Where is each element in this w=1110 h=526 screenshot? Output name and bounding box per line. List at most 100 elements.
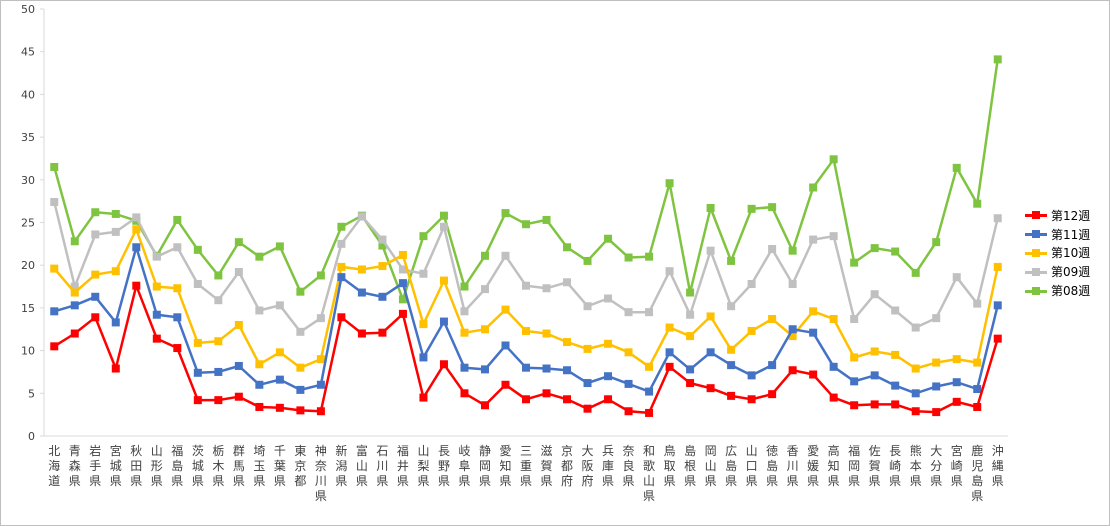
- data-point: [337, 313, 346, 322]
- data-point: [706, 312, 715, 321]
- data-point: [193, 338, 202, 347]
- x-category-label: 宮崎県: [951, 443, 963, 488]
- data-point: [870, 244, 879, 253]
- legend-label: 第11週: [1051, 227, 1091, 242]
- data-point: [993, 55, 1002, 64]
- data-point: [480, 251, 489, 260]
- x-category-label: 山梨県: [417, 444, 429, 488]
- x-category-label: 東京都: [294, 444, 306, 488]
- data-point: [173, 344, 182, 353]
- x-category-label: 栃木県: [212, 444, 224, 488]
- data-point: [91, 270, 100, 279]
- data-point: [152, 252, 161, 261]
- x-category-label: 大阪府: [582, 444, 594, 488]
- data-point: [542, 364, 551, 373]
- x-category-label: 兵庫県: [602, 444, 614, 488]
- y-tick-label: 20: [21, 259, 35, 272]
- data-point: [665, 267, 674, 276]
- data-point: [973, 299, 982, 308]
- data-point: [378, 328, 387, 337]
- data-point: [522, 326, 530, 335]
- chart-series: [50, 55, 1002, 417]
- data-point: [439, 360, 448, 369]
- x-category-label: 神奈川県: [315, 444, 327, 503]
- data-point: [850, 377, 859, 386]
- data-point: [234, 361, 243, 370]
- data-point: [337, 222, 346, 231]
- data-point: [296, 385, 305, 394]
- data-point: [275, 375, 284, 384]
- data-point: [563, 395, 572, 404]
- data-point: [480, 365, 489, 374]
- x-category-label: 新潟県: [335, 443, 347, 488]
- data-point: [952, 355, 961, 364]
- data-point: [686, 332, 695, 341]
- data-point: [542, 329, 551, 338]
- data-point: [173, 243, 182, 252]
- data-point: [952, 163, 961, 172]
- data-point: [480, 401, 489, 410]
- series-第10週: [50, 225, 1002, 373]
- data-point: [932, 382, 941, 391]
- legend-label: 第10週: [1051, 246, 1091, 261]
- x-category-label: 和歌山県: [643, 444, 655, 503]
- data-point: [439, 317, 448, 326]
- x-category-label: 島根県: [684, 443, 696, 488]
- data-point: [870, 400, 879, 409]
- data-point: [419, 353, 428, 362]
- x-category-label: 茨城県: [192, 444, 204, 488]
- x-category-label: 岐阜県: [458, 444, 470, 488]
- x-category-label: 福島県: [171, 443, 183, 488]
- data-point: [583, 256, 592, 265]
- data-point: [296, 327, 305, 336]
- data-point: [70, 282, 79, 291]
- data-point: [214, 396, 223, 405]
- data-point: [645, 387, 654, 396]
- data-point: [152, 334, 161, 343]
- data-point: [563, 338, 572, 347]
- x-category-label: 長野県: [438, 444, 450, 488]
- data-point: [91, 292, 100, 301]
- data-point: [952, 378, 961, 387]
- legend-item: 第09週: [1025, 262, 1090, 281]
- data-point: [378, 262, 387, 271]
- x-category-label: 熊本県: [910, 443, 922, 488]
- data-point: [624, 253, 633, 262]
- x-category-label: 埼玉県: [253, 444, 265, 488]
- data-point: [891, 381, 900, 390]
- x-category-label: 三重県: [520, 444, 532, 488]
- y-tick-label: 5: [28, 387, 35, 400]
- chart-legend: 第12週 第11週 第10週 第09週 第08週: [1025, 206, 1090, 300]
- data-point: [91, 313, 100, 322]
- series-第08週: [50, 55, 1002, 304]
- data-point: [727, 345, 736, 354]
- data-point: [768, 203, 777, 212]
- legend-label: 第09週: [1051, 265, 1091, 280]
- x-category-label: 愛知県: [499, 444, 511, 488]
- data-point: [522, 281, 530, 290]
- data-point: [932, 408, 941, 417]
- data-point: [747, 326, 756, 335]
- data-point: [727, 361, 736, 370]
- data-point: [665, 179, 674, 188]
- data-point: [460, 389, 469, 398]
- data-point: [275, 348, 284, 357]
- data-point: [788, 325, 797, 334]
- data-point: [419, 269, 428, 278]
- data-point: [132, 225, 141, 234]
- x-category-label: 高知県: [828, 443, 840, 488]
- data-point: [563, 278, 572, 287]
- data-point: [911, 407, 920, 416]
- data-point: [665, 323, 674, 332]
- data-point: [932, 358, 941, 367]
- y-tick-label: 30: [21, 174, 35, 187]
- x-category-label: 秋田県: [130, 444, 142, 488]
- data-point: [993, 214, 1002, 223]
- x-category-label: 福井県: [397, 443, 409, 488]
- x-category-label: 滋賀県: [541, 444, 553, 488]
- y-tick-label: 10: [21, 345, 35, 358]
- data-point: [727, 391, 736, 400]
- data-point: [398, 250, 407, 259]
- data-point: [973, 402, 982, 411]
- data-point: [727, 256, 736, 265]
